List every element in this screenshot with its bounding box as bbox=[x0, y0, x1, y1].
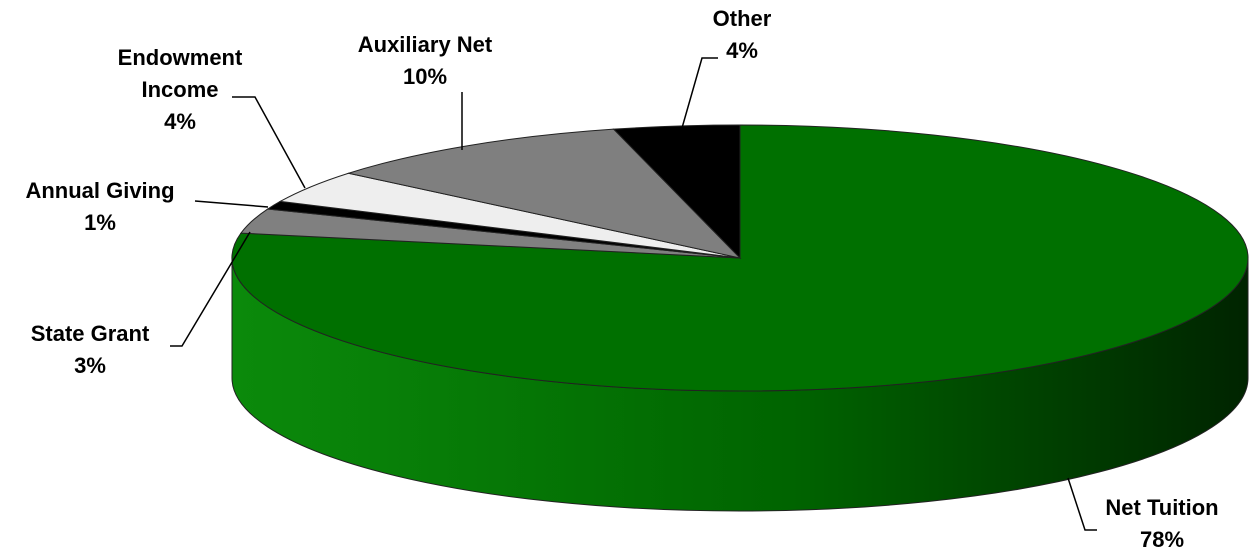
slice-label: Other bbox=[712, 6, 772, 31]
slice-value-label: 10% bbox=[402, 64, 448, 89]
slice-value-label: 4% bbox=[164, 109, 196, 134]
leader-line bbox=[232, 96, 306, 189]
slice-value-label: 78% bbox=[1139, 527, 1185, 552]
slice bbox=[612, 124, 741, 260]
slice bbox=[346, 128, 742, 259]
slice-value-label: 1% bbox=[84, 210, 116, 235]
leader-line bbox=[681, 57, 718, 129]
slice-label: Net Tuition bbox=[1105, 495, 1219, 520]
slice-label: Endowment Income bbox=[117, 45, 243, 102]
slice-label: State Grant bbox=[30, 321, 150, 346]
slice-value-label: 3% bbox=[74, 353, 106, 378]
leader-line bbox=[170, 231, 251, 347]
leader-line bbox=[1067, 477, 1097, 531]
slice-value-label: 4% bbox=[726, 38, 758, 63]
leader-line bbox=[194, 200, 269, 208]
slice-label: Annual Giving bbox=[25, 178, 175, 203]
slice bbox=[231, 124, 1249, 392]
slice-label: Auxiliary Net bbox=[357, 32, 493, 57]
